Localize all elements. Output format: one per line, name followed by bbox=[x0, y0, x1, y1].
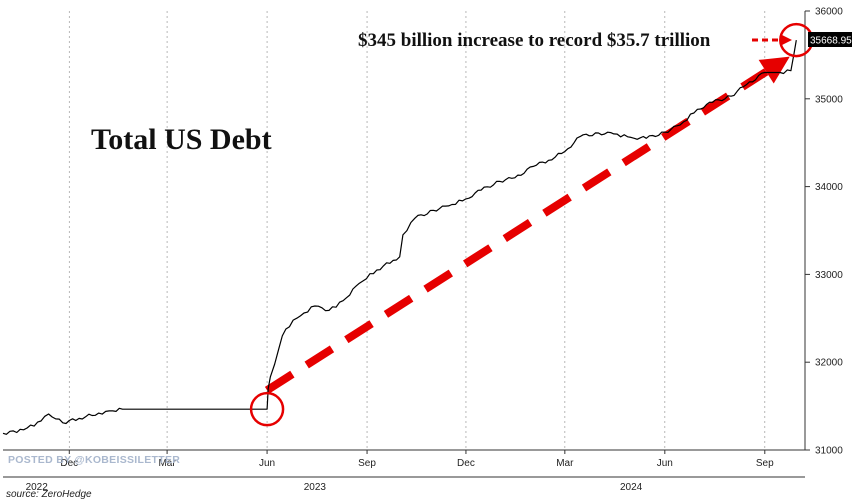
debt-series bbox=[2, 39, 797, 435]
x-tick-label: Mar bbox=[158, 458, 176, 469]
chart-title: Total US Debt bbox=[91, 123, 272, 156]
x-tick-label: Jun bbox=[259, 458, 275, 469]
x-tick-label: Sep bbox=[358, 458, 376, 469]
annotation-pointer-head bbox=[780, 34, 792, 46]
x-tick-label: Jun bbox=[657, 458, 673, 469]
last-value-background bbox=[808, 32, 852, 47]
gridlines bbox=[68, 11, 766, 450]
trend-arrow-head bbox=[758, 56, 790, 84]
watermark: POSTED BY @KOBEISSILETTER bbox=[8, 454, 180, 466]
x-year-label: 2024 bbox=[620, 482, 643, 493]
x-year-label: 2022 bbox=[26, 482, 49, 493]
annotation-pointer bbox=[752, 34, 792, 46]
source-note: source: ZeroHedge bbox=[6, 489, 92, 500]
y-tick-label: 34000 bbox=[815, 182, 843, 193]
y-tick-label: 32000 bbox=[815, 358, 843, 369]
y-tick-label: 35000 bbox=[815, 94, 843, 105]
debt-series-line bbox=[2, 39, 797, 435]
y-tick-label: 36000 bbox=[815, 7, 843, 18]
chart-annotation: $345 billion increase to record $35.7 tr… bbox=[358, 30, 711, 51]
x-tick-label: Dec bbox=[457, 458, 475, 469]
x-tick-label: Sep bbox=[756, 458, 774, 469]
trend-arrow bbox=[264, 56, 790, 394]
last-value-label: 35668.95 bbox=[810, 36, 852, 47]
x-tick-label: Dec bbox=[60, 458, 78, 469]
y-tick-label: 33000 bbox=[815, 270, 843, 281]
trend-arrow-shaft bbox=[264, 68, 769, 394]
axes: Dec Mar Jun Sep Dec Mar Jun Sep 2022 2023 2024 3100… bbox=[3, 7, 843, 493]
y-tick-label: 31000 bbox=[815, 446, 843, 457]
x-tick-label: Mar bbox=[556, 458, 574, 469]
x-year-label: 2023 bbox=[304, 482, 327, 493]
highlight-circle bbox=[249, 391, 285, 427]
last-value-tag: 35668.95 bbox=[808, 32, 852, 47]
